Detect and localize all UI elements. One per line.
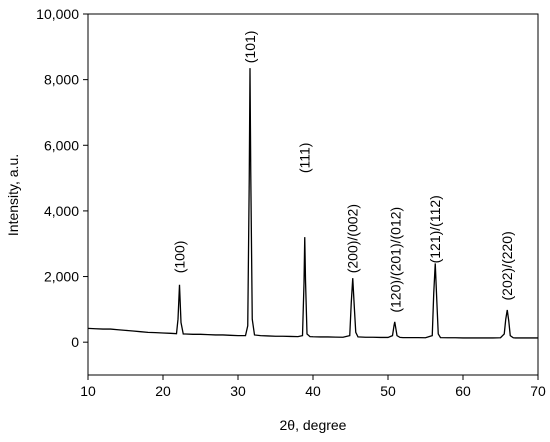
peak-label: (200)/(002) (345, 204, 361, 273)
x-tick-label: 10 (80, 383, 96, 399)
y-tick-label: 8,000 (44, 72, 79, 88)
y-axis-label: Intensity, a.u. (5, 154, 21, 236)
plot-frame (87, 13, 539, 376)
peak-label: (100) (172, 241, 188, 274)
x-tick-label: 40 (305, 383, 321, 399)
peak-label: (121)/(112) (427, 195, 443, 263)
x-axis-label: 2θ, degree (280, 417, 347, 433)
peak-label: (202)/(220) (499, 231, 515, 300)
peak-label: (101) (242, 31, 258, 64)
data-line (87, 68, 538, 339)
y-tick-label: 0 (71, 334, 79, 350)
peak-label: (111) (297, 143, 313, 174)
y-tick-label: 10,000 (36, 6, 79, 22)
x-tick-label: 70 (530, 383, 546, 399)
y-tick-label: 6,000 (44, 137, 79, 153)
x-tick-label: 60 (455, 383, 471, 399)
y-tick-label: 4,000 (44, 203, 79, 219)
x-tick-label: 20 (155, 383, 171, 399)
peak-label: (120)/(201)/(012) (388, 207, 404, 313)
x-tick-label: 30 (230, 383, 246, 399)
x-tick-label: 50 (380, 383, 396, 399)
y-tick-label: 2,000 (44, 269, 79, 285)
